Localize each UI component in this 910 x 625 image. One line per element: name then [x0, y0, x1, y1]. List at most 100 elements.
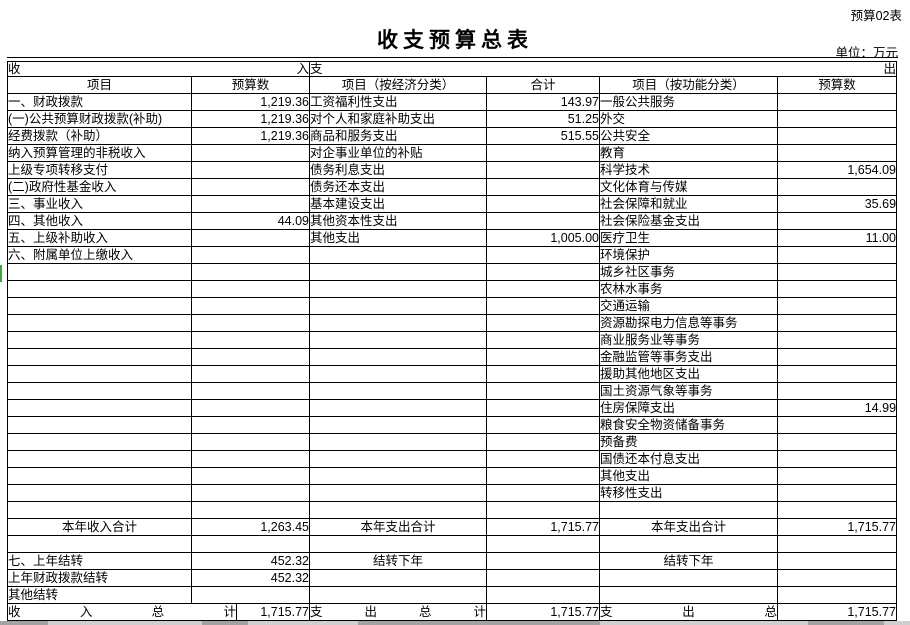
- econ-item-cell[interactable]: [309, 297, 487, 315]
- income-item-cell[interactable]: 三、事业收入: [7, 195, 192, 213]
- income-value-cell[interactable]: [191, 382, 310, 400]
- income-value-cell[interactable]: [191, 586, 310, 604]
- econ-item-cell[interactable]: [309, 348, 487, 366]
- func-item-cell[interactable]: 本年支出合计: [599, 518, 778, 536]
- income-item-cell[interactable]: (二)政府性基金收入: [7, 178, 192, 196]
- econ-item-cell[interactable]: [309, 280, 487, 298]
- income-item-cell[interactable]: 上年财政拨款结转: [7, 569, 192, 587]
- econ-value-cell[interactable]: [486, 297, 600, 315]
- func-value-cell[interactable]: [776, 450, 898, 468]
- econ-value-cell[interactable]: [486, 569, 600, 587]
- func-value-cell[interactable]: [776, 246, 898, 264]
- func-value-cell[interactable]: [776, 331, 898, 349]
- econ-value-cell[interactable]: 515.55: [486, 127, 600, 145]
- econ-value-cell[interactable]: [486, 501, 600, 519]
- func-total-value-cell[interactable]: 1,715.77: [776, 603, 898, 621]
- func-value-cell[interactable]: [776, 467, 898, 485]
- income-item-cell[interactable]: 其他结转: [7, 586, 192, 604]
- expense-group-header[interactable]: 支出: [308, 61, 898, 77]
- econ-item-cell[interactable]: 对企事业单位的补贴: [309, 144, 487, 162]
- income-item-cell[interactable]: [7, 263, 192, 281]
- func-value-cell[interactable]: [776, 569, 898, 587]
- func-item-cell[interactable]: 援助其他地区支出: [599, 365, 778, 383]
- econ-item-cell[interactable]: [309, 399, 487, 417]
- econ-item-cell[interactable]: 工资福利性支出: [309, 93, 487, 111]
- econ-item-cell[interactable]: [309, 501, 487, 519]
- col-header-income-budget[interactable]: 预算数: [191, 76, 310, 94]
- func-value-cell[interactable]: [776, 110, 898, 128]
- func-value-cell[interactable]: 35.69: [776, 195, 898, 213]
- econ-value-cell[interactable]: [486, 399, 600, 417]
- col-header-income-item[interactable]: 项目: [7, 76, 192, 94]
- income-value-cell[interactable]: [191, 399, 310, 417]
- econ-value-cell[interactable]: [486, 535, 600, 553]
- func-item-cell[interactable]: 环境保护: [599, 246, 778, 264]
- func-value-cell[interactable]: 1,715.77: [776, 518, 898, 536]
- income-value-cell[interactable]: 1,219.36: [191, 127, 310, 145]
- func-item-cell[interactable]: 国土资源气象等事务: [599, 382, 778, 400]
- income-item-cell[interactable]: [7, 467, 192, 485]
- econ-item-cell[interactable]: [309, 535, 487, 553]
- income-value-cell[interactable]: [191, 144, 310, 162]
- econ-total-label-cell[interactable]: 支出总计: [309, 603, 487, 621]
- func-item-cell[interactable]: 科学技术: [599, 161, 778, 179]
- func-item-cell[interactable]: 商业服务业等事务: [599, 331, 778, 349]
- func-item-cell[interactable]: 结转下年: [599, 552, 778, 570]
- func-item-cell[interactable]: 城乡社区事务: [599, 263, 778, 281]
- econ-value-cell[interactable]: [486, 212, 600, 230]
- col-header-func-budget[interactable]: 预算数: [776, 76, 898, 94]
- econ-value-cell[interactable]: [486, 416, 600, 434]
- income-value-cell[interactable]: 1,219.36: [191, 110, 310, 128]
- func-item-cell[interactable]: [599, 586, 778, 604]
- econ-value-cell[interactable]: [486, 331, 600, 349]
- income-value-cell[interactable]: [191, 450, 310, 468]
- income-value-cell[interactable]: 452.32: [191, 552, 310, 570]
- income-value-cell[interactable]: [191, 195, 310, 213]
- func-item-cell[interactable]: 外交: [599, 110, 778, 128]
- func-value-cell[interactable]: [776, 433, 898, 451]
- income-value-cell[interactable]: 452.32: [191, 569, 310, 587]
- econ-item-cell[interactable]: [309, 263, 487, 281]
- func-item-cell[interactable]: 文化体育与传媒: [599, 178, 778, 196]
- econ-value-cell[interactable]: [486, 280, 600, 298]
- income-value-cell[interactable]: [191, 484, 310, 502]
- income-value-cell[interactable]: [191, 365, 310, 383]
- econ-value-cell[interactable]: [486, 484, 600, 502]
- col-header-econ-item[interactable]: 项目（按经济分类）: [309, 76, 487, 94]
- econ-item-cell[interactable]: [309, 586, 487, 604]
- econ-value-cell[interactable]: [486, 382, 600, 400]
- econ-value-cell[interactable]: 51.25: [486, 110, 600, 128]
- func-value-cell[interactable]: 1,654.09: [776, 161, 898, 179]
- func-item-cell[interactable]: 资源勘探电力信息等事务: [599, 314, 778, 332]
- econ-item-cell[interactable]: 商品和服务支出: [309, 127, 487, 145]
- econ-item-cell[interactable]: 其他支出: [309, 229, 487, 247]
- func-value-cell[interactable]: [776, 586, 898, 604]
- func-value-cell[interactable]: [776, 178, 898, 196]
- func-value-cell[interactable]: [776, 263, 898, 281]
- econ-value-cell[interactable]: [486, 433, 600, 451]
- econ-value-cell[interactable]: [486, 195, 600, 213]
- income-item-cell[interactable]: [7, 450, 192, 468]
- econ-item-cell[interactable]: 债务还本支出: [309, 178, 487, 196]
- econ-value-cell[interactable]: [486, 314, 600, 332]
- income-value-cell[interactable]: [191, 263, 310, 281]
- econ-value-cell[interactable]: [486, 450, 600, 468]
- econ-value-cell[interactable]: [486, 552, 600, 570]
- func-item-cell[interactable]: [599, 501, 778, 519]
- econ-item-cell[interactable]: [309, 467, 487, 485]
- income-group-header[interactable]: 收入: [7, 61, 310, 77]
- income-value-cell[interactable]: [191, 297, 310, 315]
- income-item-cell[interactable]: [7, 331, 192, 349]
- func-value-cell[interactable]: [776, 314, 898, 332]
- func-item-cell[interactable]: 其他支出: [599, 467, 778, 485]
- econ-value-cell[interactable]: 1,715.77: [486, 518, 600, 536]
- income-value-cell[interactable]: [191, 331, 310, 349]
- income-item-cell[interactable]: 经费拨款（补助）: [7, 127, 192, 145]
- income-item-cell[interactable]: (一)公共预算财政拨款(补助): [7, 110, 192, 128]
- econ-item-cell[interactable]: 基本建设支出: [309, 195, 487, 213]
- income-item-cell[interactable]: [7, 314, 192, 332]
- func-total-label-cell[interactable]: 支出总: [599, 603, 778, 621]
- func-item-cell[interactable]: 一般公共服务: [599, 93, 778, 111]
- income-value-cell[interactable]: [191, 535, 310, 553]
- income-item-cell[interactable]: [7, 501, 192, 519]
